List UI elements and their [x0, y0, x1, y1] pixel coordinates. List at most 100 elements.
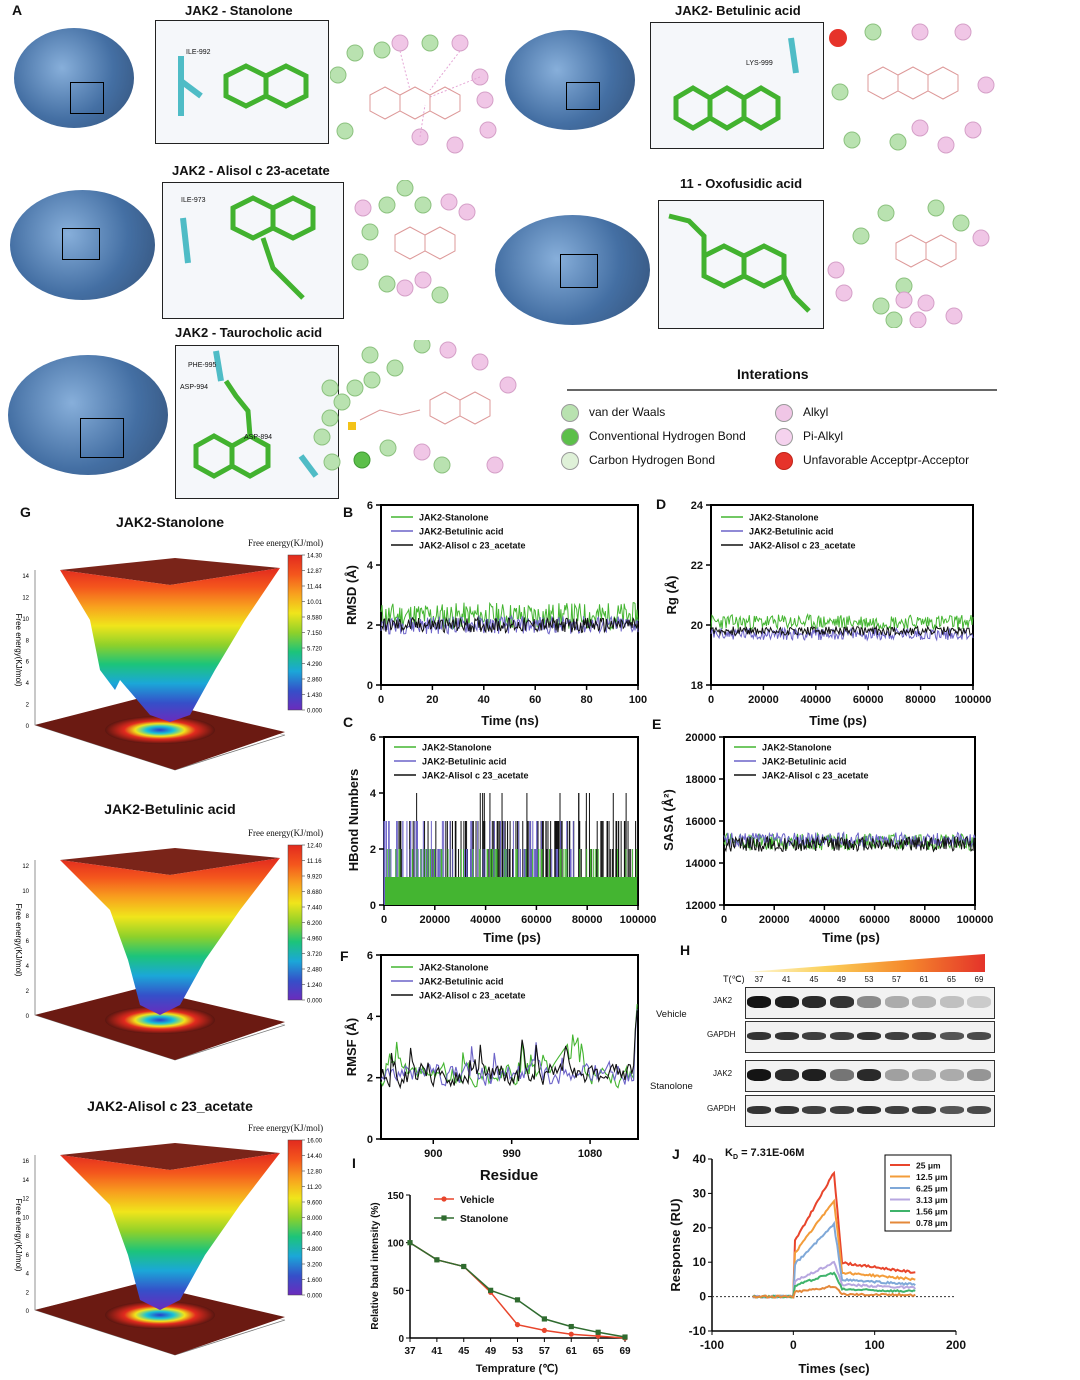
wb-band [802, 1106, 826, 1114]
chart-i-ytick-label: 0 [398, 1334, 404, 1345]
wb-band [857, 1106, 881, 1114]
docking-title-stanolone: JAK2 - Stanolone [185, 3, 293, 18]
protein-structure-oxofusidic [495, 215, 650, 325]
ligand-alisol-svg [180, 195, 316, 300]
panel-label-j: J [672, 1146, 680, 1162]
chart-b-series-line [380, 615, 639, 634]
zoom-box-betulinic [566, 82, 600, 110]
fel-colorbar-tick-label: 7.440 [307, 906, 323, 912]
chart-i-vehicle-point [541, 1327, 547, 1333]
fel-ztick-label: 6 [26, 660, 30, 666]
fel-landscape-svg: 0 2 4 6 8 10 12 14 Free energy(KJ/mol) 14.30 12.87… [14, 554, 323, 771]
fel-floor-contour [105, 716, 215, 744]
legend-label-conventional-hbond: Conventional Hydrogen Bond [589, 429, 746, 444]
chart-e-ylabel: SASA (Å²) [661, 789, 676, 851]
chart-e-legend-label: JAK2-Betulinic acid [762, 757, 847, 767]
chart-i-ytick-label: 150 [387, 1191, 404, 1202]
chart-e-legend-label: JAK2-Stanolone [762, 743, 832, 753]
wb-band [747, 996, 771, 1008]
chart-e-series-line [723, 831, 976, 849]
wb-band [939, 996, 964, 1008]
wb-band [912, 1069, 936, 1081]
zoom-box-stanolone [70, 82, 104, 114]
fel-title: JAK2-Stanolone [115, 514, 225, 530]
chart-e-ytick-label: 14000 [685, 858, 716, 870]
chart-i-xtick-label: 49 [485, 1346, 497, 1357]
fel-colorbar-label: Free energy(KJ/mol) [248, 1123, 324, 1133]
chart-d-xtick-label: 80000 [905, 694, 936, 706]
legend-dot-pi-alkyl [775, 428, 793, 446]
chart-d-ytick-label: 20 [691, 620, 703, 632]
chart-f-ytick-label: 0 [367, 1134, 373, 1146]
fel-funnel [60, 858, 280, 1015]
chart-f-legend-label: JAK2-Alisol c 23_acetate [419, 991, 526, 1001]
wb-band [967, 1032, 991, 1040]
chart-b-ytick-label: 0 [367, 680, 373, 692]
interaction-diagram-alisol [351, 180, 476, 304]
chart-i-legend-label: Stanolone [460, 1214, 509, 1225]
chart-i-stanolone-point [514, 1297, 521, 1303]
wb-group-label: Stanolone [650, 1081, 693, 1092]
chart-i-stanolone-point [595, 1329, 601, 1335]
wb-band [967, 996, 991, 1008]
chart-c-legend-label: JAK2-Alisol c 23_acetate [422, 771, 529, 781]
panel-label-d: D [656, 496, 667, 512]
residue-label-phe995: PHE-995 [188, 362, 217, 369]
fel-ztick-label: 0 [26, 724, 30, 730]
fel-title: JAK2-Alisol c 23_acetate [87, 1098, 253, 1114]
fel-ztick-label: 4 [26, 964, 30, 970]
fel-ztick-label: 8 [26, 1234, 30, 1240]
fel-floor-contour [105, 1301, 215, 1329]
ligand-betulinic-svg [673, 37, 799, 131]
chart-i-ylabel: Relative band intensity (%) [370, 1202, 381, 1329]
chart-d-legend-label: JAK2-Stanolone [749, 513, 819, 523]
chart-f-series-line [380, 1010, 638, 1090]
protein-structure-taurocholic [8, 355, 168, 475]
chart-i-xtick-label: 65 [593, 1346, 605, 1357]
chart-d-ylabel: Rg (Å) [664, 576, 679, 615]
protein-structure-alisol [10, 190, 155, 300]
ligand-taurocholic-svg [193, 350, 319, 479]
wb-band-label: GAPDH [707, 1030, 736, 1039]
chart-i-stanolone-point [407, 1240, 413, 1246]
wb-band [939, 1032, 964, 1040]
fel-ztick-label: 6 [26, 939, 30, 945]
wb-band [747, 1106, 771, 1114]
fel-colorbar-tick-label: 10.01 [307, 600, 323, 606]
fel-colorbar-tick-label: 11.44 [307, 585, 322, 591]
fel-ztick-label: 12 [22, 864, 29, 870]
chart-c-ytick-label: 0 [370, 900, 376, 912]
wb-band [912, 1106, 936, 1114]
chart-i-legend-marker [441, 1196, 447, 1202]
legend-item-van-der-waals: van der Waals [561, 404, 665, 422]
chart-d-ytick-label: 24 [691, 500, 704, 512]
fel-colorbar-label: Free energy(KJ/mol) [248, 828, 324, 838]
chart-i-xtick-label: 41 [431, 1346, 443, 1357]
interactions-legend-rule [567, 389, 997, 391]
chart-f-xtick-label: 900 [424, 1148, 442, 1160]
wb-temp-value: 41 [782, 975, 791, 984]
wb-band [857, 996, 881, 1008]
fel-ztick-label: 2 [26, 989, 30, 995]
chart-f-series-line [380, 1004, 638, 1089]
wb-band [939, 1106, 964, 1114]
fel-colorbar-tick-label: 4.800 [307, 1247, 323, 1253]
chart-j-xlabel: Times (sec) [798, 1361, 869, 1376]
wb-band [967, 1069, 991, 1081]
fel-panel: JAK2-Betulinic acid Free energy(KJ/mol) 0 2… [0, 800, 340, 1085]
fel-colorbar-tick-label: 3.720 [307, 952, 323, 958]
fel-top-plateau [60, 848, 280, 875]
chart-j-series-line [752, 1260, 917, 1299]
fel-colorbar-tick-label: 9.600 [307, 1201, 323, 1207]
legend-item-pi-alkyl: Pi-Alkyl [775, 428, 843, 446]
fel-colorbar-tick-label: 11.20 [307, 1185, 322, 1191]
wb-band [857, 1032, 881, 1040]
wb-band [884, 996, 909, 1008]
chart-b-frame [380, 504, 639, 686]
fel-zlabel: Free energy(KJ/mol) [14, 614, 23, 687]
fel-zlabel: Free energy(KJ/mol) [14, 904, 23, 977]
fel-colorbar-tick-label: 4.290 [307, 662, 323, 668]
fel-ztick-label: 12 [22, 1197, 29, 1203]
chart-j-ytick-label: 10 [693, 1255, 707, 1269]
legend-label-alkyl: Alkyl [803, 405, 829, 420]
